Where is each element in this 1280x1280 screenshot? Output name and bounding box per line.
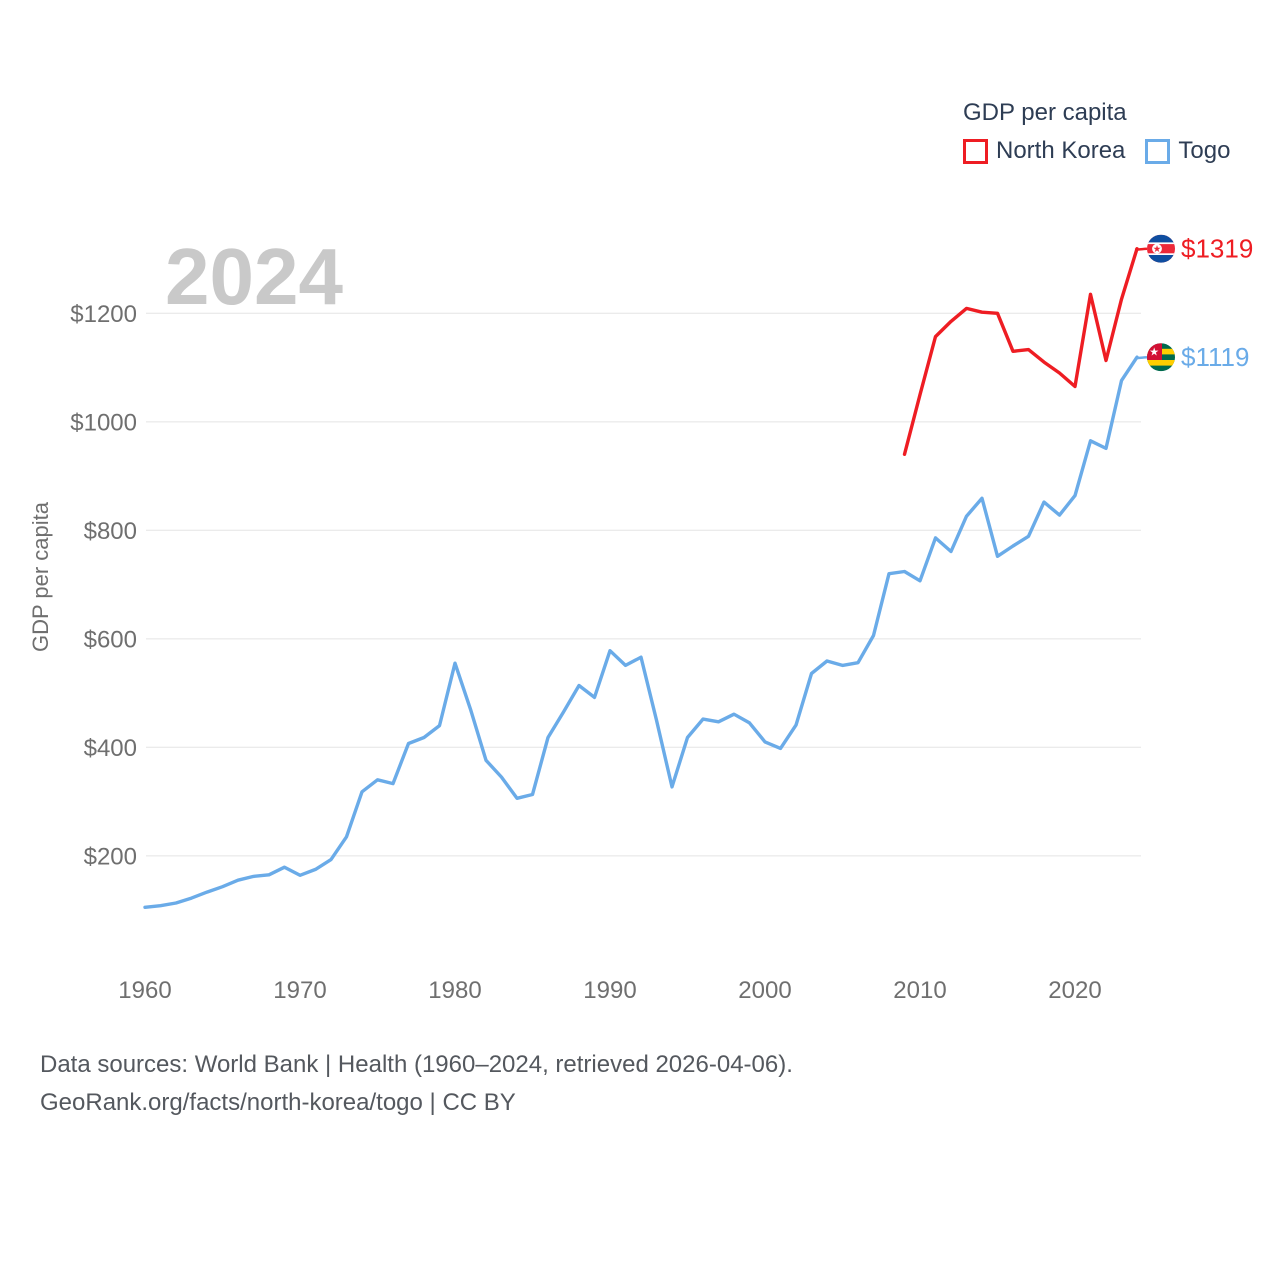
series-line-togo[interactable] bbox=[143, 355, 1139, 909]
svg-text:★: ★ bbox=[1153, 244, 1162, 255]
x-axis-tick-labels: 1960 1970 1980 1990 2000 2010 2020 bbox=[118, 977, 1101, 1004]
legend-label-togo: Togo bbox=[1178, 137, 1231, 164]
y-tick-label: $1200 bbox=[70, 301, 137, 328]
x-tick-label: 1990 bbox=[583, 977, 636, 1004]
y-axis-tick-labels: $200 $400 $600 $800 $1000 $1200 bbox=[70, 301, 137, 871]
togo-swatch bbox=[1145, 138, 1171, 164]
x-tick-label: 2010 bbox=[893, 977, 946, 1004]
legend-item-north-korea[interactable]: North Korea bbox=[963, 137, 1125, 165]
data-sources-line: Data sources: World Bank | Health (1960–… bbox=[40, 1051, 793, 1078]
togo-end-label: ★ $1119 bbox=[1134, 342, 1249, 372]
north-korea-end-label: ★ $1319 bbox=[1134, 234, 1253, 264]
footer: Data sources: World Bank | Health (1960–… bbox=[40, 1046, 793, 1122]
gridlines bbox=[146, 312, 1141, 857]
x-tick-label: 2000 bbox=[738, 977, 791, 1004]
north-korea-swatch bbox=[963, 138, 988, 164]
x-tick-label: 2020 bbox=[1048, 977, 1101, 1004]
y-axis-title: GDP per capita bbox=[28, 501, 53, 652]
togo-flag-icon: ★ bbox=[1147, 343, 1175, 372]
x-tick-label: 1980 bbox=[428, 977, 481, 1004]
y-tick-label: $600 bbox=[84, 626, 137, 653]
x-tick-label: 1970 bbox=[273, 977, 326, 1004]
series-line-north-korea[interactable] bbox=[902, 246, 1139, 456]
y-tick-label: $1000 bbox=[70, 409, 137, 436]
legend-title: GDP per capita bbox=[963, 99, 1127, 126]
series-lines[interactable] bbox=[143, 246, 1139, 909]
y-tick-label: $400 bbox=[84, 735, 137, 762]
svg-text:★: ★ bbox=[1149, 347, 1159, 359]
legend-item-togo[interactable]: Togo bbox=[1145, 137, 1230, 165]
legend-label-north-korea: North Korea bbox=[996, 137, 1126, 164]
y-tick-label: $800 bbox=[84, 518, 137, 545]
x-tick-label: 1960 bbox=[118, 977, 171, 1004]
togo-end-value: $1119 bbox=[1181, 342, 1249, 372]
north-korea-flag-icon: ★ bbox=[1147, 234, 1175, 263]
y-tick-label: $200 bbox=[84, 843, 137, 870]
north-korea-end-value: $1319 bbox=[1181, 234, 1253, 264]
watermark-year: 2024 bbox=[165, 232, 343, 321]
legend: GDP per capita North Korea Togo bbox=[963, 99, 1250, 165]
attribution-line: GeoRank.org/facts/north-korea/togo | CC … bbox=[40, 1089, 516, 1116]
